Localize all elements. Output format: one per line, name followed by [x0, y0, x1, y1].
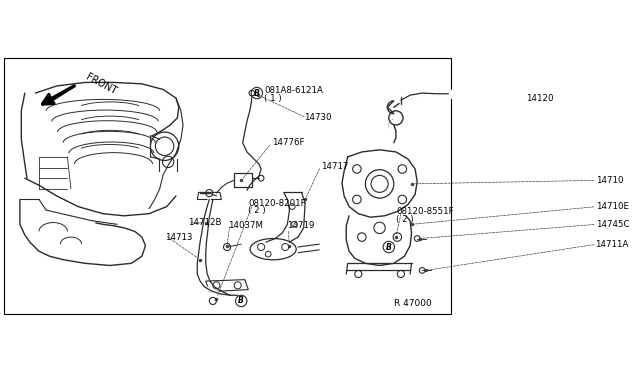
Text: FRONT: FRONT [84, 72, 118, 97]
Text: 14717: 14717 [321, 161, 349, 171]
Text: 14719: 14719 [287, 221, 314, 230]
Text: 14120: 14120 [527, 93, 554, 103]
Text: B: B [238, 296, 244, 305]
Text: 14712B: 14712B [188, 218, 221, 227]
Text: B: B [386, 243, 392, 251]
Text: 081A8-6121A: 081A8-6121A [264, 86, 323, 95]
Text: ( 2 ): ( 2 ) [396, 215, 413, 224]
Text: 08120-8551F: 08120-8551F [396, 207, 454, 216]
Text: 14730: 14730 [303, 113, 331, 122]
Text: ( 1 ): ( 1 ) [264, 93, 282, 103]
Text: 08120-8201F: 08120-8201F [248, 199, 306, 208]
Text: R 47000: R 47000 [394, 299, 431, 308]
Text: 14037M: 14037M [228, 221, 264, 230]
Text: 14711A: 14711A [595, 240, 628, 248]
Text: 14713: 14713 [164, 232, 192, 241]
Text: 14710: 14710 [596, 176, 623, 185]
Text: 14710E: 14710E [596, 202, 629, 211]
Text: B: B [254, 89, 260, 97]
Text: 14745C: 14745C [596, 220, 630, 229]
Text: 14776F: 14776F [273, 138, 305, 147]
Text: ( 2 ): ( 2 ) [248, 206, 266, 215]
